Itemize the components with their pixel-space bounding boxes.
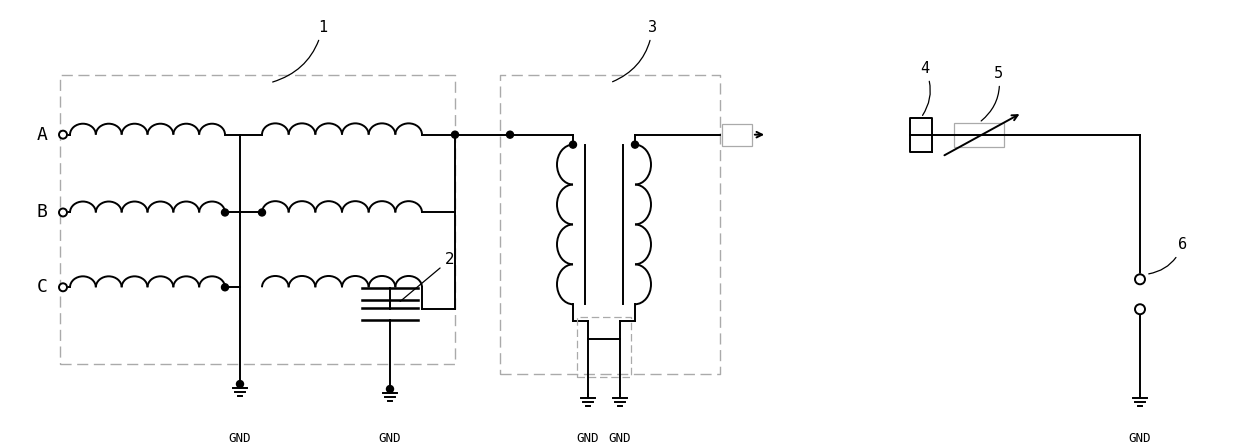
Text: C: C xyxy=(37,278,47,296)
Bar xyxy=(954,122,1004,147)
Circle shape xyxy=(59,208,67,216)
Circle shape xyxy=(259,209,265,216)
Text: GND: GND xyxy=(608,432,631,445)
Circle shape xyxy=(632,141,638,148)
Text: 2: 2 xyxy=(400,253,455,301)
Text: B: B xyxy=(37,203,47,221)
Circle shape xyxy=(237,380,244,388)
Circle shape xyxy=(59,131,67,139)
Circle shape xyxy=(451,131,458,138)
Circle shape xyxy=(222,209,228,216)
Circle shape xyxy=(507,131,513,138)
Circle shape xyxy=(222,284,228,291)
Text: 6: 6 xyxy=(1149,237,1187,274)
Text: 4: 4 xyxy=(921,61,930,115)
Circle shape xyxy=(570,141,576,148)
Text: A: A xyxy=(37,126,47,143)
Circle shape xyxy=(59,283,67,291)
Circle shape xyxy=(1135,274,1145,284)
Text: GND: GND xyxy=(379,432,401,445)
Bar xyxy=(722,124,752,146)
Text: 3: 3 xyxy=(612,20,657,82)
Text: GND: GND xyxy=(576,432,600,445)
Circle shape xyxy=(1135,304,1145,314)
Text: 5: 5 xyxy=(981,66,1004,121)
Text: 1: 1 xyxy=(273,20,327,82)
Text: GND: GND xyxy=(1129,432,1151,445)
Text: GND: GND xyxy=(229,432,252,445)
Circle shape xyxy=(387,386,394,392)
